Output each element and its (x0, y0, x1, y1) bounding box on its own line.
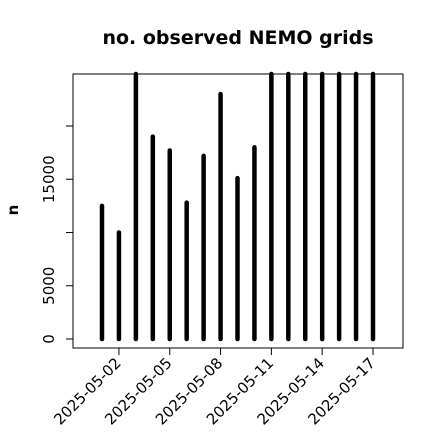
x-axis: 2025-05-022025-05-052025-05-082025-05-11… (50, 348, 379, 428)
bars (99, 71, 376, 342)
plot-frame (72, 73, 404, 349)
y-tick-label-5000: 5000 (40, 267, 58, 305)
chart-title: no. observed NEMO grids (102, 27, 373, 49)
y-axis-label: n (4, 205, 22, 216)
y-tick-label-15000: 15000 (40, 155, 58, 203)
y-axis: 0 5000 15000 (40, 125, 73, 344)
y-tick-label-0: 0 (40, 334, 58, 344)
